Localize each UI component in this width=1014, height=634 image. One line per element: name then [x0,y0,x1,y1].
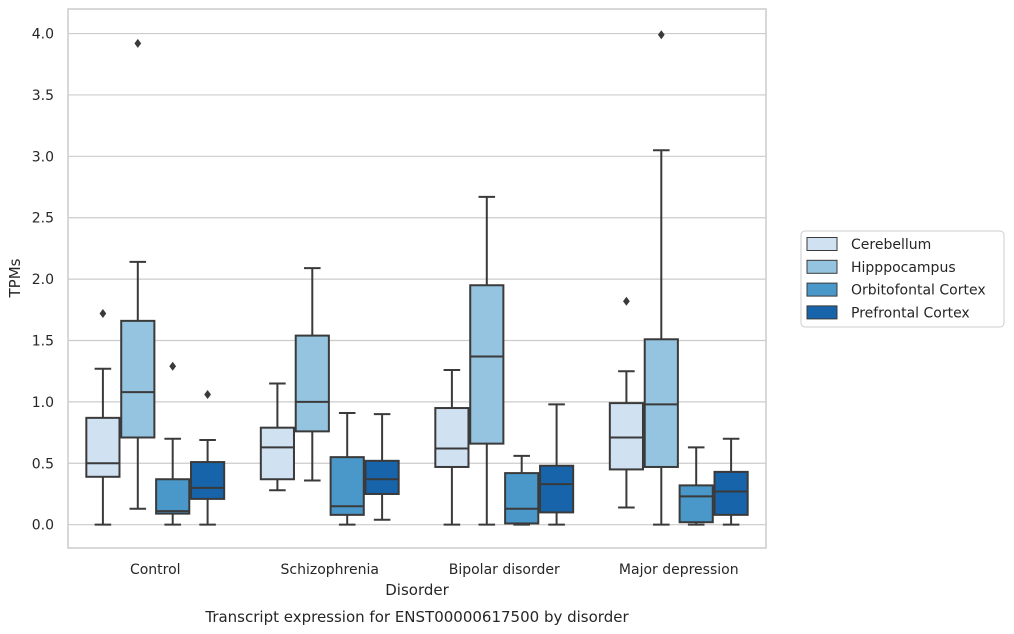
legend-label: Cerebellum [851,237,931,253]
box-body [259,426,295,481]
box-body [539,464,575,514]
legend-label: Hipppocampus [851,260,956,276]
y-tick-label: 3.5 [32,88,54,104]
gridlines [68,32,766,526]
outlier-point [169,361,177,371]
legend-label: Prefrontal Cortex [851,305,970,321]
outlier-point [623,296,630,306]
y-tick-labels: 0.0 0.5 1.0 1.5 2.0 2.5 3.0 3.5 4.0 [32,27,54,534]
box-hipppocampus [469,195,505,526]
y-tick-label: 0.5 [32,456,54,472]
x-tick-label: Schizophrenia [281,562,379,578]
box-body [294,334,330,433]
y-tick-label: 2.5 [32,211,54,227]
box-body [329,456,365,516]
box-prefrontal-cortex [364,413,400,521]
box-body [504,472,540,525]
box-cerebellum [259,382,295,492]
box-prefrontal-cortex [190,390,226,526]
box-orbitofontal-cortex [678,446,714,526]
box-cerebellum [434,368,470,526]
x-tick-labels: Control Schizophrenia Bipolar disorder Majo… [130,562,739,578]
box-body [713,470,749,516]
box-body [643,338,679,468]
legend: Cerebellum Hipppocampus Orbitofontal Corte… [800,230,1005,328]
box-body [190,461,226,500]
y-tick-label: 1.5 [32,334,54,350]
legend-swatch [806,237,838,251]
box-prefrontal-cortex [713,437,749,526]
box-orbitofontal-cortex [155,361,191,526]
y-axis-label: TPMs [6,258,24,298]
legend-swatch [806,259,838,274]
box-hipppocampus [294,267,330,482]
box-body [155,478,191,515]
x-tick-label: Control [130,562,181,578]
y-tick-label: 2.0 [32,272,54,288]
x-tick-label: Bipolar disorder [449,562,560,578]
plot-frame [67,8,767,549]
box-prefrontal-cortex [539,403,575,526]
box-cerebellum [85,308,121,526]
legend-swatch [806,305,838,320]
y-tick-label: 3.0 [32,149,54,165]
x-tick-label: Major depression [619,562,739,578]
y-tick-label: 1.0 [32,395,54,411]
outlier-point [204,390,211,400]
box-body [364,459,400,495]
box-body [434,407,470,468]
box-orbitofontal-cortex [504,454,540,526]
boxes [85,30,749,526]
legend-label: Orbitofontal Cortex [851,283,986,299]
box-body [608,402,644,471]
chart-caption: Transcript expression for ENST0000061750… [204,608,629,626]
box-orbitofontal-cortex [329,411,365,526]
box-hipppocampus [120,38,156,510]
outlier-point [657,30,665,40]
box-body [678,484,714,524]
legend-frame [800,230,1005,328]
outlier-point [134,38,142,48]
box-hipppocampus [643,30,679,526]
y-tick-label: 0.0 [32,518,54,534]
y-tick-label: 4.0 [32,27,54,43]
outlier-point [99,308,107,318]
x-axis-label: Disorder [385,581,449,599]
box-body [120,319,156,439]
box-cerebellum [608,296,644,509]
legend-swatch [806,282,838,297]
box-body [85,416,121,478]
box-body [469,284,505,445]
